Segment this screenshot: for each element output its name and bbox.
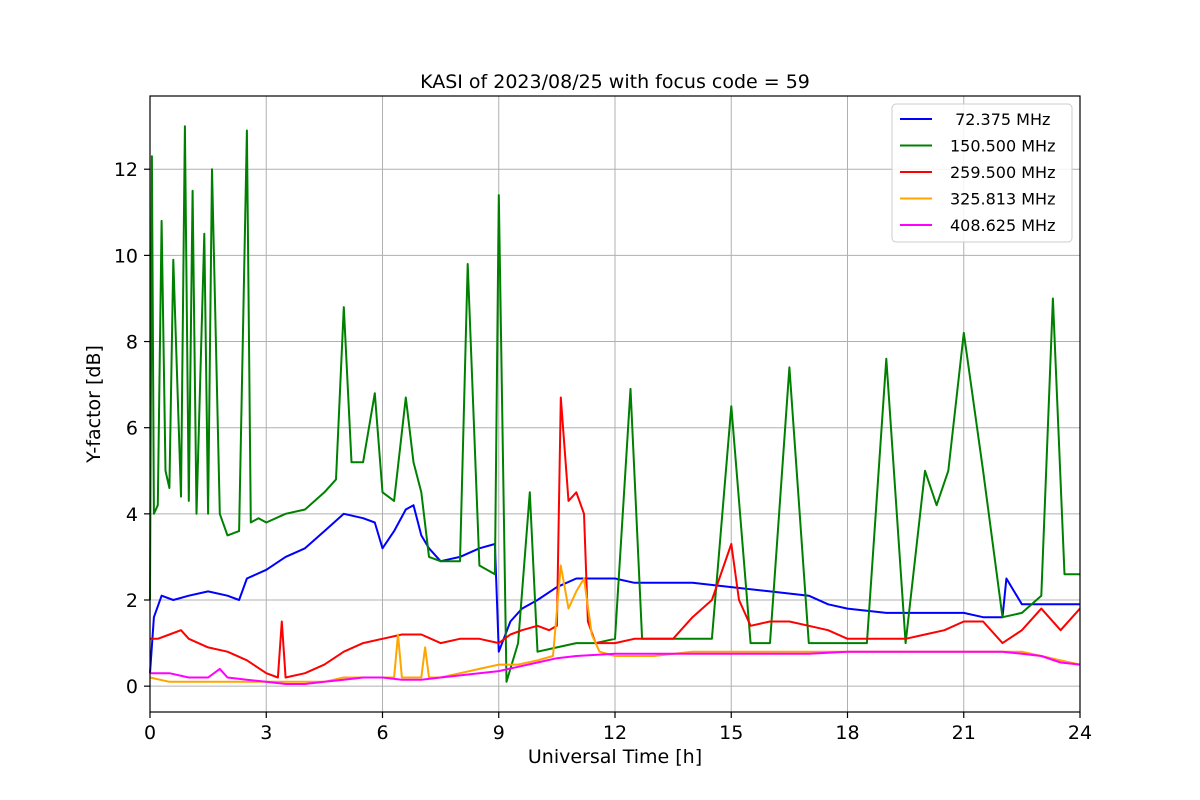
legend: 72.375 MHz 150.500 MHz 259.500 MHz 325.813 … — [891, 103, 1073, 243]
legend-box — [891, 103, 1073, 243]
series-layer — [149, 125, 1081, 685]
series-line-72_375-mhz — [149, 504, 1080, 674]
x-tick-label: 21 — [952, 722, 976, 744]
legend-label: 408.625 MHz — [950, 216, 1055, 235]
y-tick-label: 10 — [114, 245, 138, 267]
y-tick-label: 0 — [126, 676, 138, 698]
y-axis-label: Y-factor [dB] — [83, 345, 105, 464]
series-line-150_500-mhz — [149, 125, 1080, 683]
legend-label: 72.375 MHz — [950, 110, 1050, 129]
y-tick-label: 2 — [126, 590, 138, 612]
series-line-408_625-mhz — [150, 650, 1081, 685]
legend-label: 259.500 MHz — [950, 163, 1055, 182]
chart-title: KASI of 2023/08/25 with focus code = 59 — [420, 71, 810, 93]
y-tick-label: 12 — [114, 159, 138, 181]
y-tick-label: 4 — [126, 504, 138, 526]
x-tick-label: 0 — [144, 722, 156, 744]
series-line-259_500-mhz — [150, 396, 1081, 679]
x-tick-label: 6 — [376, 722, 388, 744]
x-tick-label: 9 — [493, 722, 505, 744]
legend-label: 325.813 MHz — [950, 190, 1055, 209]
x-tick-label: 18 — [835, 722, 859, 744]
x-axis-label: Universal Time [h] — [528, 746, 702, 768]
legend-label: 150.500 MHz — [950, 137, 1055, 156]
grid-layer — [149, 96, 1081, 712]
legend-items: 72.375 MHz 150.500 MHz 259.500 MHz 325.813 … — [900, 110, 1055, 235]
x-tick-label: 24 — [1068, 722, 1092, 744]
x-tick-label: 3 — [260, 722, 272, 744]
y-tick-label: 6 — [126, 418, 138, 440]
x-tick-label: 12 — [603, 722, 627, 744]
x-tick-label: 15 — [719, 722, 743, 744]
y-tick-label: 8 — [126, 332, 138, 354]
